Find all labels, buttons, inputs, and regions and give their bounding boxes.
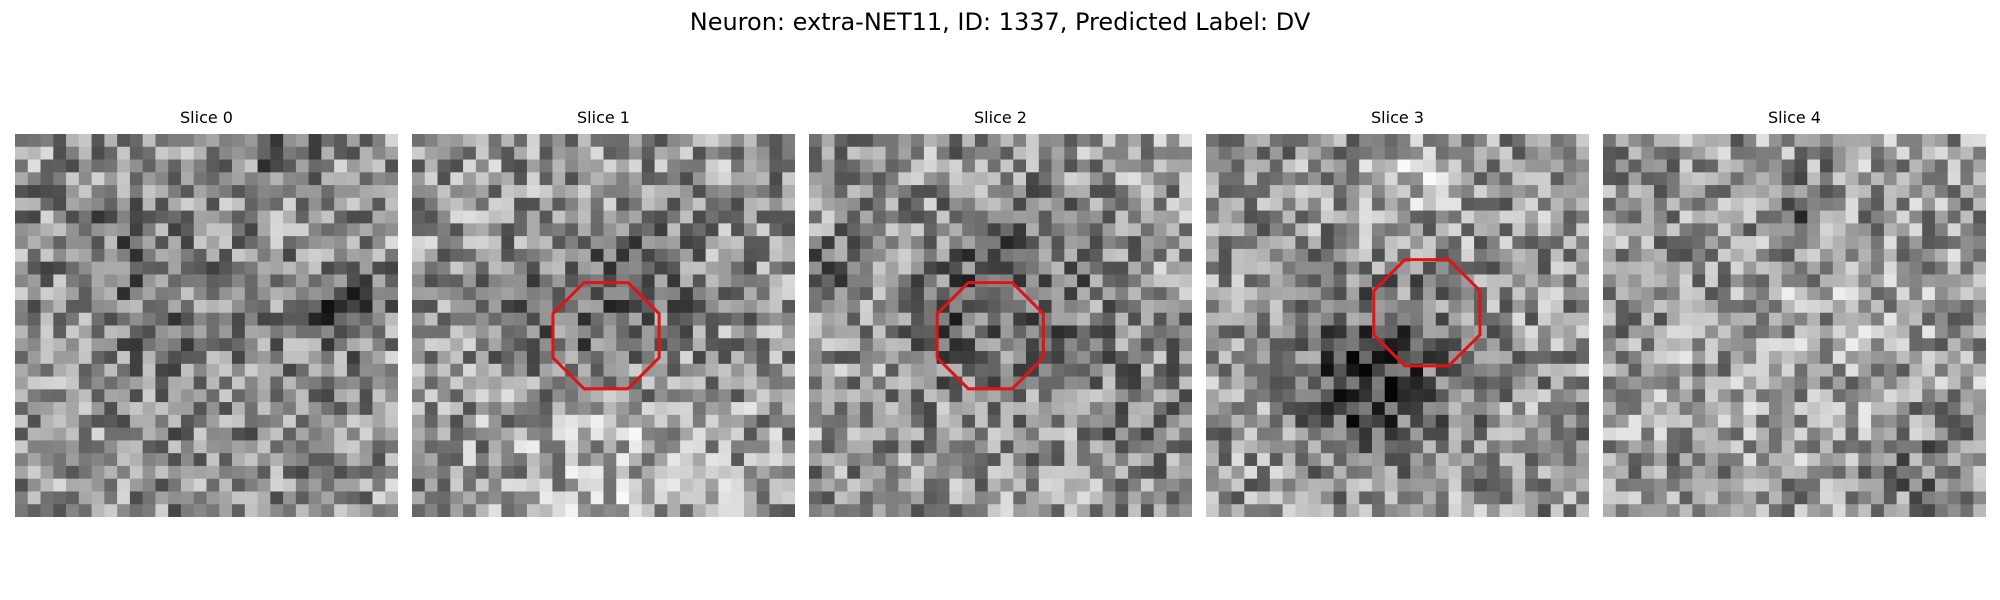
- slice-panel-1: Slice 1: [412, 108, 795, 518]
- slice-title: Slice 2: [974, 108, 1027, 127]
- roi-octagon: [935, 281, 1045, 391]
- slice-panels: Slice 0 Slice 1 Slice 2 Slice 3 Slice 4: [15, 108, 1986, 518]
- slice-title: Slice 3: [1371, 108, 1424, 127]
- slice-title: Slice 4: [1768, 108, 1821, 127]
- roi-octagon: [1372, 258, 1482, 368]
- roi-octagon: [551, 281, 661, 391]
- slice-panel-0: Slice 0: [15, 108, 398, 518]
- slice-title: Slice 0: [180, 108, 233, 127]
- slice-image: [15, 134, 398, 517]
- figure-title: Neuron: extra-NET11, ID: 1337, Predicted…: [689, 8, 1311, 36]
- slice-panel-2: Slice 2: [809, 108, 1192, 518]
- slice-image: [1603, 134, 1986, 517]
- slice-image: [412, 134, 795, 517]
- pixel-grid: [1603, 134, 1986, 517]
- slice-panel-3: Slice 3: [1206, 108, 1589, 518]
- pixel-grid: [412, 134, 795, 517]
- slice-panel-4: Slice 4: [1603, 108, 1986, 518]
- slice-image: [1206, 134, 1589, 517]
- slice-image: [809, 134, 1192, 517]
- pixel-grid: [1206, 134, 1589, 517]
- pixel-grid: [809, 134, 1192, 517]
- pixel-grid: [15, 134, 398, 517]
- slice-title: Slice 1: [577, 108, 630, 127]
